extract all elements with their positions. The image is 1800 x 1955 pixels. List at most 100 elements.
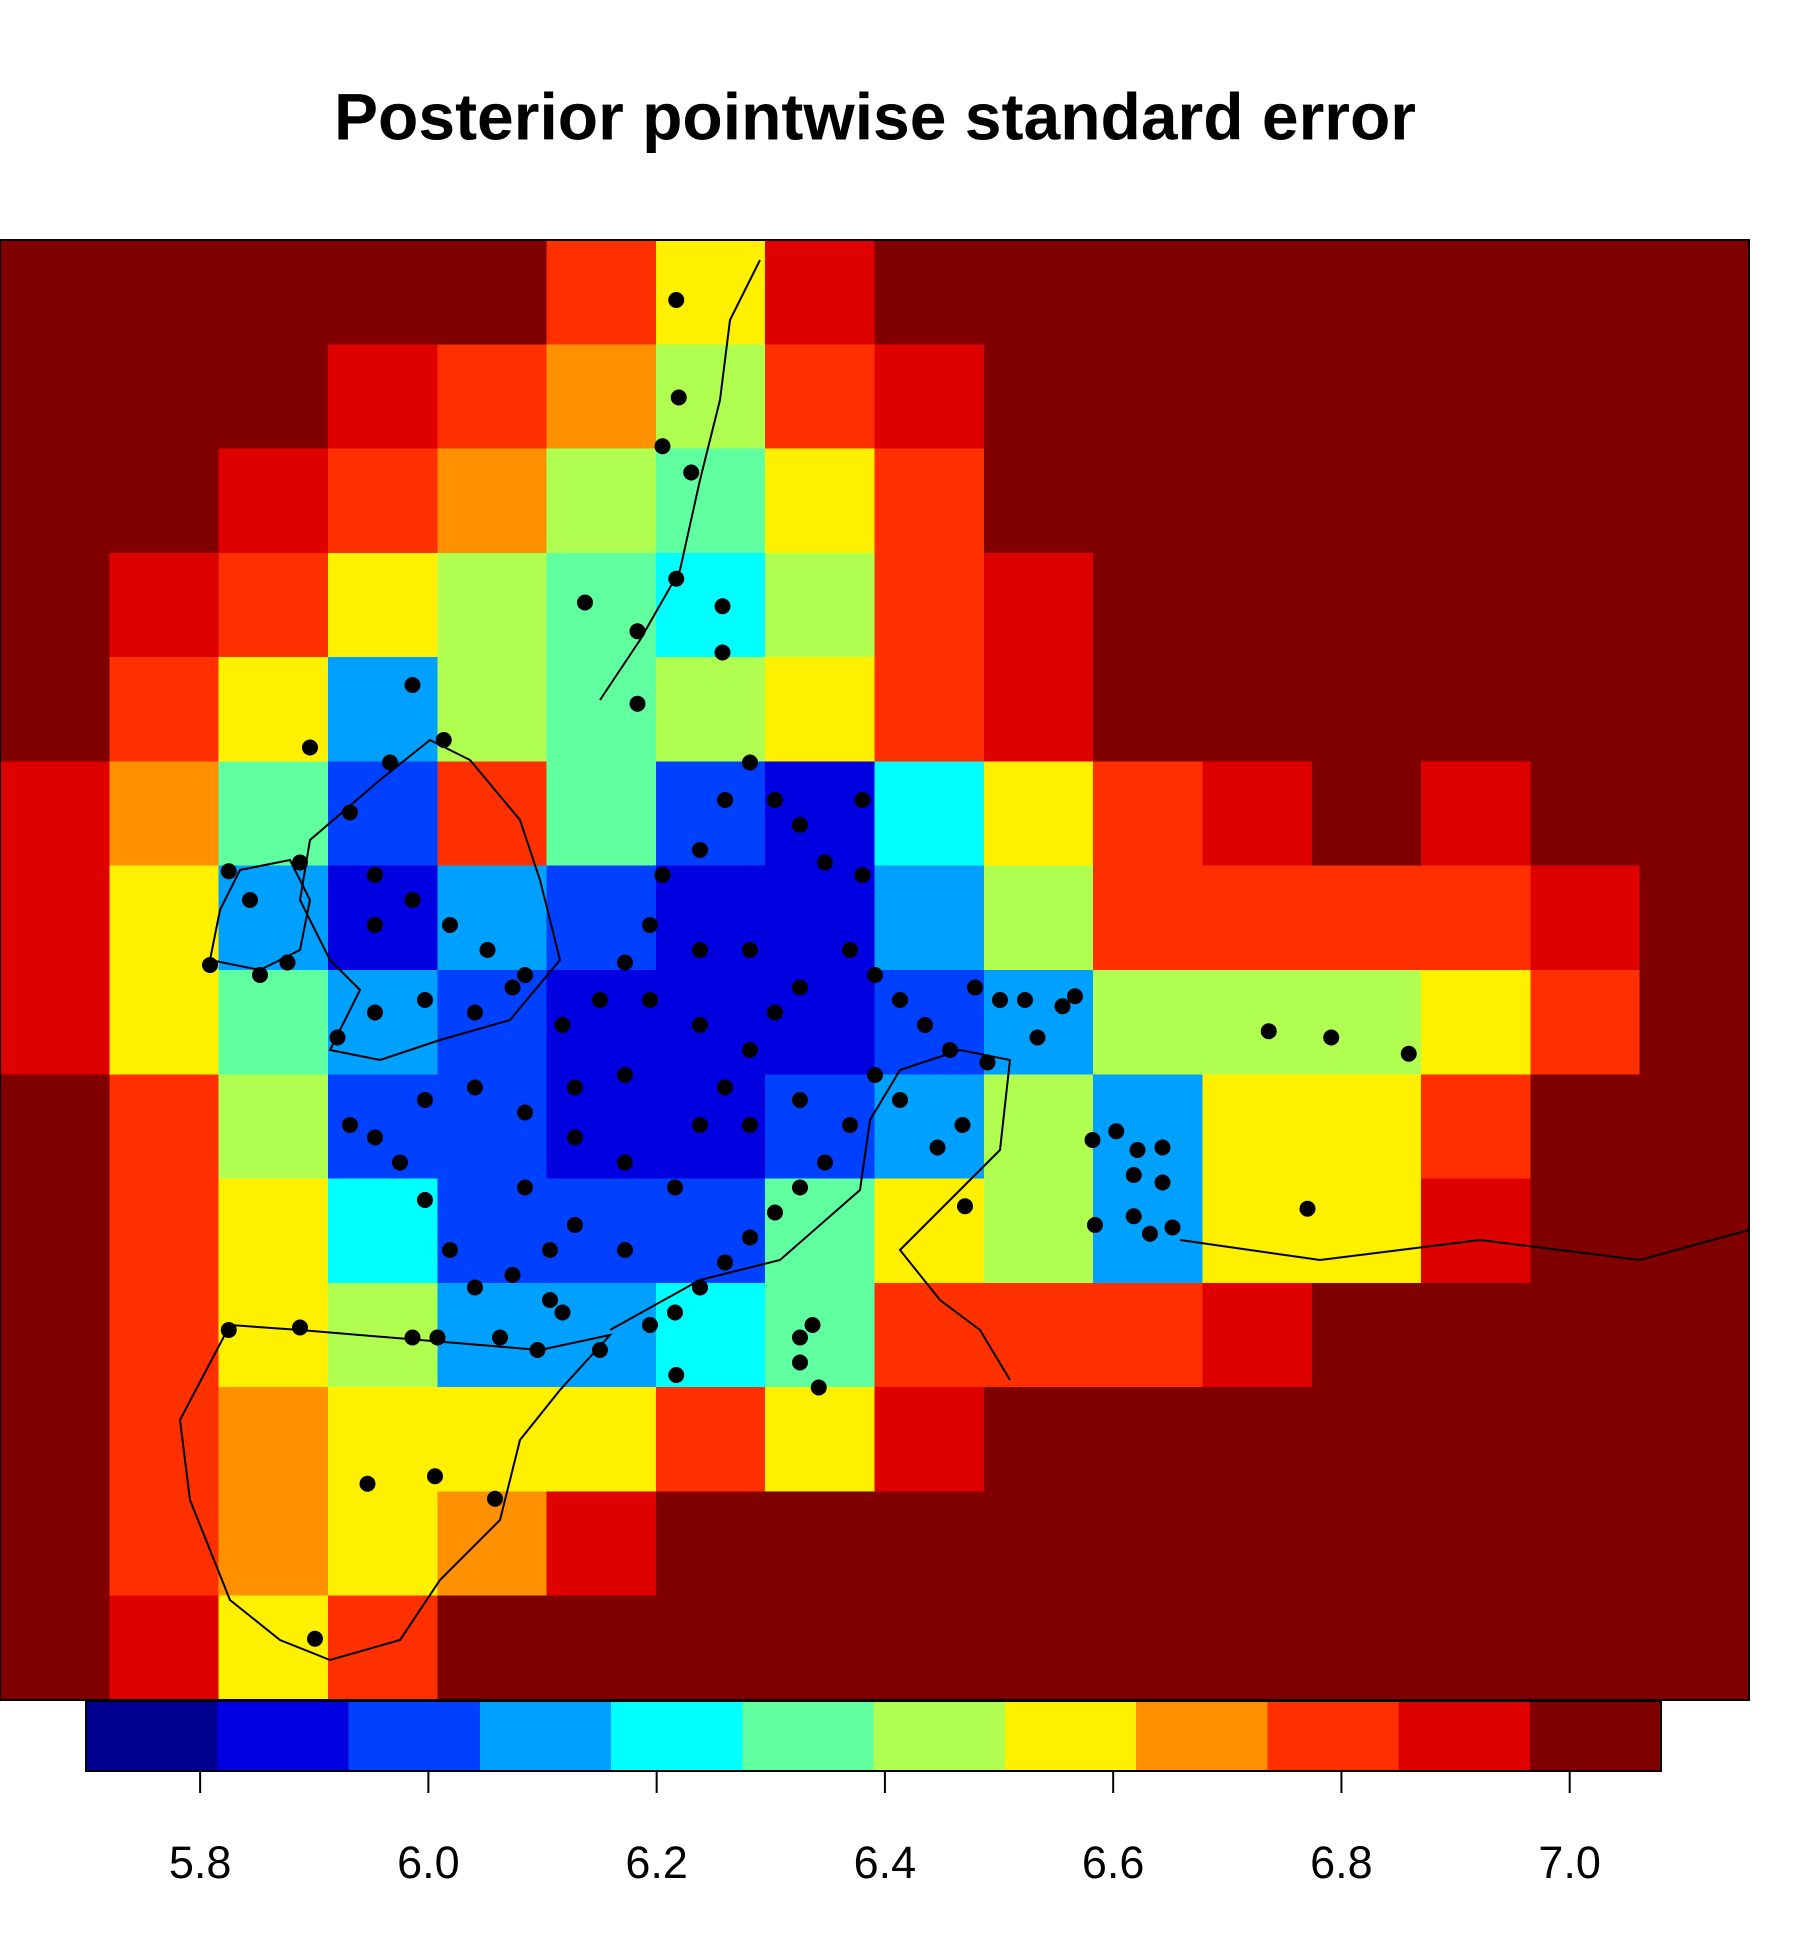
colorbar-tick-label: 6.8 [1310,1837,1373,1888]
field-cell [655,1491,766,1597]
field-cell [0,1282,110,1388]
station [429,1329,446,1346]
station [1067,988,1083,1005]
station [617,1154,633,1171]
field-cell [1639,1595,1750,1701]
field-cell [437,1491,548,1597]
field-cell [327,448,438,554]
station [220,1322,237,1338]
field-cell [546,1595,657,1701]
field-cell [765,1178,876,1284]
field-cell [655,970,766,1075]
field-cell [1530,552,1641,658]
field-cell [765,1595,876,1701]
field-cell [655,448,766,554]
field-cell [437,657,548,763]
field-cell [874,240,985,345]
station [1029,1029,1046,1046]
field-cell [327,1595,438,1701]
station [804,1317,821,1333]
colorbar-tick-label: 6.0 [397,1837,460,1888]
field-cell [327,1282,438,1388]
station [954,1117,971,1133]
station [979,1054,996,1071]
station [742,1229,758,1246]
field-cell [437,1282,548,1388]
chart-title: Posterior pointwise standard error [334,79,1416,153]
colorbar-swatch [742,1701,875,1771]
station [1125,1208,1142,1225]
field-cell [1311,1595,1422,1701]
field-cell [1639,1074,1750,1180]
field-cell [109,1074,220,1180]
field-cell [1311,240,1422,345]
station [504,1267,521,1283]
field-cell [437,1074,548,1180]
field-cell [983,1282,1094,1388]
field-cell [1639,865,1750,971]
field-cell [109,1178,220,1284]
field-cell [1421,1387,1531,1493]
field-cell [109,1387,220,1493]
station [668,1367,685,1383]
field-cell [874,344,985,450]
station [854,867,871,883]
field-cell [983,1074,1094,1180]
field-cell [1421,552,1531,658]
field-cell [1093,344,1204,450]
colorbar-swatch [1004,1701,1137,1771]
field-cell [546,344,657,450]
station [842,942,858,958]
station [1154,1139,1171,1156]
station [1142,1225,1158,1242]
field-cell [1202,552,1313,658]
field-cell [546,1074,657,1180]
station [252,967,268,983]
field-cell [1202,240,1313,345]
field-cell [765,1491,876,1597]
field-cell [1202,344,1313,450]
station [367,917,383,933]
station [792,817,808,833]
field-cell [109,1595,220,1701]
station [792,1179,808,1196]
field-cell [765,761,876,867]
colorbar-swatch [611,1701,743,1771]
field-cell [983,552,1094,658]
colorbar-swatch [873,1701,1006,1771]
field-cell [983,1491,1094,1597]
station [892,1092,908,1108]
field-cell [327,552,438,658]
station [792,1092,808,1108]
station [792,979,808,996]
field-cell [874,761,985,867]
field-cell [983,1595,1094,1701]
field-cell [437,1595,548,1701]
station [714,644,731,661]
station [404,1329,421,1346]
field-cell [1311,1178,1422,1284]
field-cell [1530,1074,1641,1180]
coastline [599,259,761,701]
field-cell [218,240,329,345]
field-cell [109,865,220,971]
field-cell [218,448,329,554]
field-cell [983,344,1094,450]
station [767,792,783,808]
station [767,1004,783,1021]
field-cell [1093,1491,1204,1597]
station [479,942,496,958]
field-cell [0,344,110,450]
field-cell [1202,970,1313,1075]
station [404,677,421,693]
station [542,1242,558,1258]
field-cell [1311,865,1422,971]
station [467,1079,483,1096]
field-cell [1202,657,1313,763]
station [554,1017,571,1033]
station [992,992,1008,1008]
field-cell [1530,1595,1641,1701]
field-cell [1093,970,1204,1075]
field-cell [1202,1491,1313,1597]
field-cell [109,1491,220,1597]
